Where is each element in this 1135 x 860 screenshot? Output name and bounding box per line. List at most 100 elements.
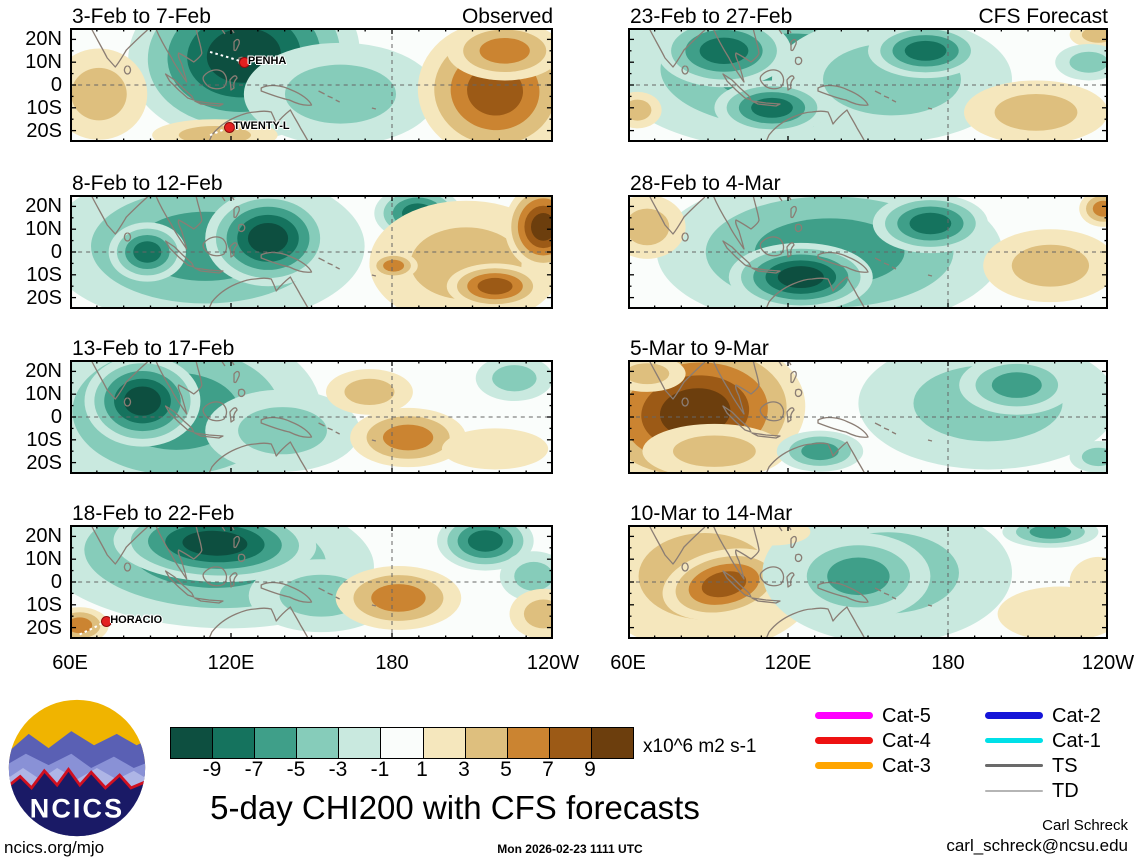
y-axis-tick-label: 10S	[26, 263, 62, 286]
legend-line-swatch	[815, 712, 873, 719]
colorbar-tick-label: -3	[328, 758, 348, 781]
legend-item-td: TD	[985, 778, 1101, 803]
legend-item-ts: TS	[985, 753, 1101, 778]
contour-map	[628, 28, 1108, 142]
colorbar-tick-label: 5	[500, 758, 512, 781]
panel-8feb-12feb: 8-Feb to 12-Feb	[70, 173, 553, 309]
y-axis-tick-label: 0	[50, 571, 62, 593]
colorbar-units-label: x10^6 m2 s-1	[643, 736, 757, 757]
map-canvas: HORACIO	[70, 525, 553, 639]
panel-5mar-9mar: 5-Mar to 9-Mar	[628, 338, 1108, 474]
colorbar-tick-label: 3	[458, 758, 470, 781]
legend-label: Cat-5	[882, 704, 931, 727]
contour-map	[628, 525, 1108, 639]
panel-10mar-14mar: 10-Mar to 14-Mar	[628, 503, 1108, 639]
contour-map	[628, 195, 1108, 309]
panel-28feb-4mar: 28-Feb to 4-Mar	[628, 173, 1108, 309]
legend-label: Cat-3	[882, 754, 931, 777]
colorbar-segment	[381, 728, 424, 758]
contour-map	[628, 360, 1108, 474]
legend-line-swatch	[985, 738, 1043, 743]
y-axis-tick-label: 20S	[26, 286, 62, 309]
colorbar-segment	[591, 728, 634, 758]
legend-label: TD	[1052, 779, 1079, 802]
colorbar-tick-label: 1	[416, 758, 428, 781]
y-axis-tick-label: 20N	[25, 28, 62, 51]
panel-date-label: 18-Feb to 22-Feb	[72, 502, 235, 525]
colorbar-tick-label: -9	[202, 758, 222, 781]
panel-date-label: 8-Feb to 12-Feb	[72, 172, 223, 195]
y-axis-tick-label: 10N	[25, 548, 62, 571]
footer-author-name: Carl Schreck	[1042, 817, 1128, 834]
panel-title-row: 28-Feb to 4-Mar	[630, 169, 1108, 194]
contour-map	[70, 525, 553, 639]
colorbar-tick-label: 7	[542, 758, 554, 781]
storm-legend-column-1: Cat-5 Cat-4 Cat-3	[815, 703, 931, 778]
panel-date-label: 3-Feb to 7-Feb	[72, 5, 211, 28]
storm-marker: TWENTY-L	[224, 120, 290, 134]
legend-item-cat-5: Cat-5	[815, 703, 931, 728]
panel-type-label: CFS Forecast	[978, 5, 1108, 28]
legend-line-swatch	[985, 764, 1043, 767]
y-axis-tick-label: 10N	[25, 218, 62, 241]
panel-title-row: 13-Feb to 17-Feb	[72, 334, 553, 359]
contour-map	[70, 195, 553, 309]
footer-author-email: carl_schreck@ncsu.edu	[946, 836, 1128, 855]
panel-date-label: 23-Feb to 27-Feb	[630, 5, 793, 28]
panel-13feb-17feb: 13-Feb to 17-Feb	[70, 338, 553, 474]
y-axis-tick-label: 10S	[26, 96, 62, 119]
y-axis-tick-label: 10N	[25, 383, 62, 406]
panel-title-row: 5-Mar to 9-Mar	[630, 334, 1108, 359]
map-canvas	[70, 195, 553, 309]
ncics-logo: NCICS	[8, 699, 146, 837]
x-axis-tick-label: 120E	[764, 652, 812, 674]
y-axis-tick-label: 20S	[26, 616, 62, 639]
y-axis-tick-label: 0	[50, 406, 62, 428]
panel-title-row: 18-Feb to 22-Feb	[72, 499, 553, 524]
contour-map	[70, 28, 553, 142]
storm-legend-column-2: Cat-2 Cat-1 TS TD	[985, 703, 1101, 803]
legend-line-swatch	[985, 789, 1043, 792]
footer-timestamp: Mon 2026-02-23 1111 UTC	[497, 842, 643, 856]
storm-marker: HORACIO	[101, 614, 162, 627]
map-canvas	[70, 360, 553, 474]
panel-title-row: 10-Mar to 14-Mar	[630, 499, 1108, 524]
legend-item-cat-3: Cat-3	[815, 753, 931, 778]
legend-item-cat-1: Cat-1	[985, 728, 1101, 753]
colorbar-segment	[171, 728, 214, 758]
map-canvas: PENHA TWENTY-L	[70, 28, 553, 142]
legend-item-cat-2: Cat-2	[985, 703, 1101, 728]
y-axis-tick-label: 0	[50, 74, 62, 96]
storm-name-label: PENHA	[247, 55, 287, 68]
contour-map	[70, 360, 553, 474]
map-canvas	[628, 28, 1108, 142]
colorbar-tick-label: 9	[584, 758, 596, 781]
panel-date-label: 28-Feb to 4-Mar	[630, 172, 781, 195]
x-axis-tick-label: 120E	[207, 652, 255, 674]
panel-title-row: 3-Feb to 7-Feb Observed	[72, 2, 553, 27]
panel-23feb-27feb: 23-Feb to 27-Feb CFS Forecast	[628, 6, 1108, 142]
colorbar-segment	[339, 728, 382, 758]
map-canvas	[628, 195, 1108, 309]
legend-item-cat-4: Cat-4	[815, 728, 931, 753]
colorbar-segment	[465, 728, 508, 758]
y-axis-tick-label: 0	[50, 241, 62, 263]
x-axis-tick-label: 120W	[526, 652, 580, 674]
map-canvas	[628, 360, 1108, 474]
colorbar	[170, 727, 634, 759]
colorbar-segment	[297, 728, 340, 758]
colorbar-segment	[507, 728, 550, 758]
panel-18feb-22feb: 18-Feb to 22-Feb HORACIO	[70, 503, 553, 639]
storm-name-label: TWENTY-L	[233, 120, 290, 133]
y-axis-tick-label: 20N	[25, 360, 62, 383]
legend-label: TS	[1052, 754, 1078, 777]
panel-date-label: 10-Mar to 14-Mar	[630, 502, 793, 525]
colorbar-tick-label: -7	[244, 758, 264, 781]
colorbar-segment	[255, 728, 298, 758]
colorbar-tick-label: -5	[286, 758, 306, 781]
legend-line-swatch	[815, 737, 873, 744]
x-axis-tick-label: 60E	[610, 652, 646, 674]
panel-date-label: 5-Mar to 9-Mar	[630, 337, 769, 360]
y-axis-tick-label: 20N	[25, 195, 62, 218]
